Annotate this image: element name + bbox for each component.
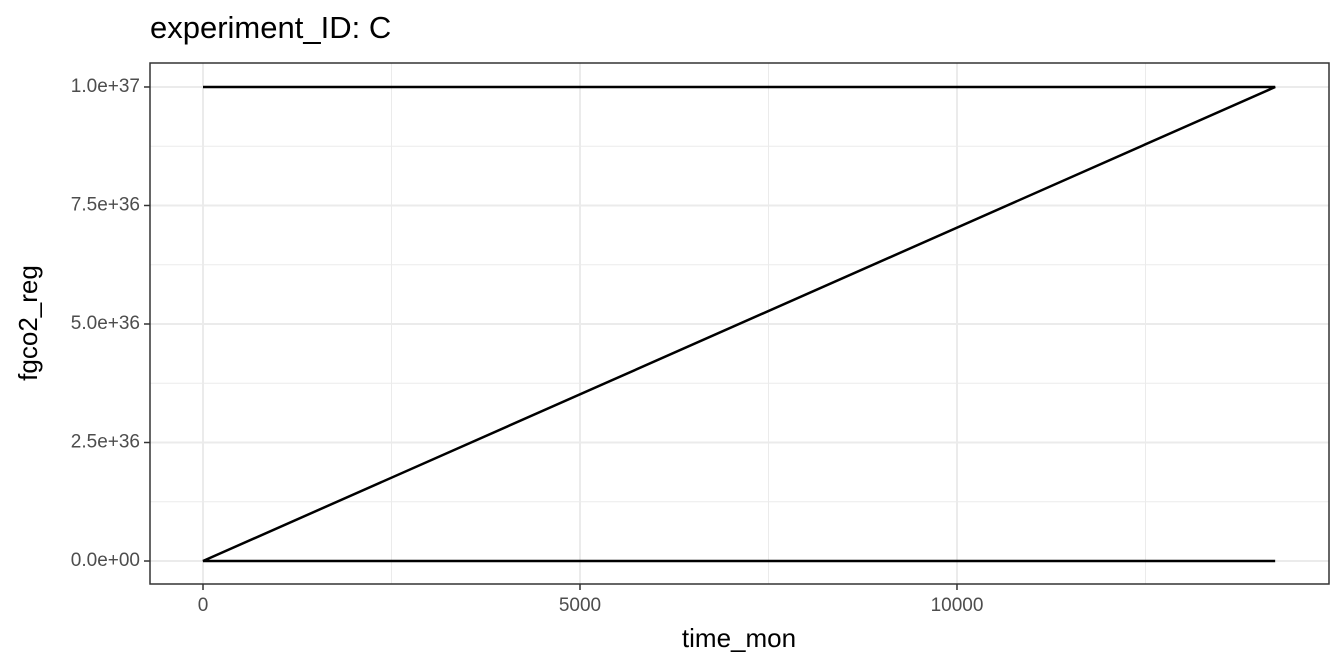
y-tick-label: 5.0e+36 [71,313,140,334]
x-axis-title: time_mon [682,623,796,653]
x-tick-label: 5000 [559,595,601,616]
chart-title: experiment_ID: C [150,10,391,45]
y-tick-label: 0.0e+00 [71,550,140,571]
y-tick-label: 2.5e+36 [71,432,140,453]
y-tick-label: 7.5e+36 [71,195,140,216]
panel-border [149,62,1330,585]
x-tick-label: 0 [198,595,209,616]
y-tick-label: 1.0e+37 [71,76,140,97]
line [202,85,1276,563]
x-tick-label: 10000 [931,595,984,616]
y-axis-title: fgco2_reg [13,265,43,381]
